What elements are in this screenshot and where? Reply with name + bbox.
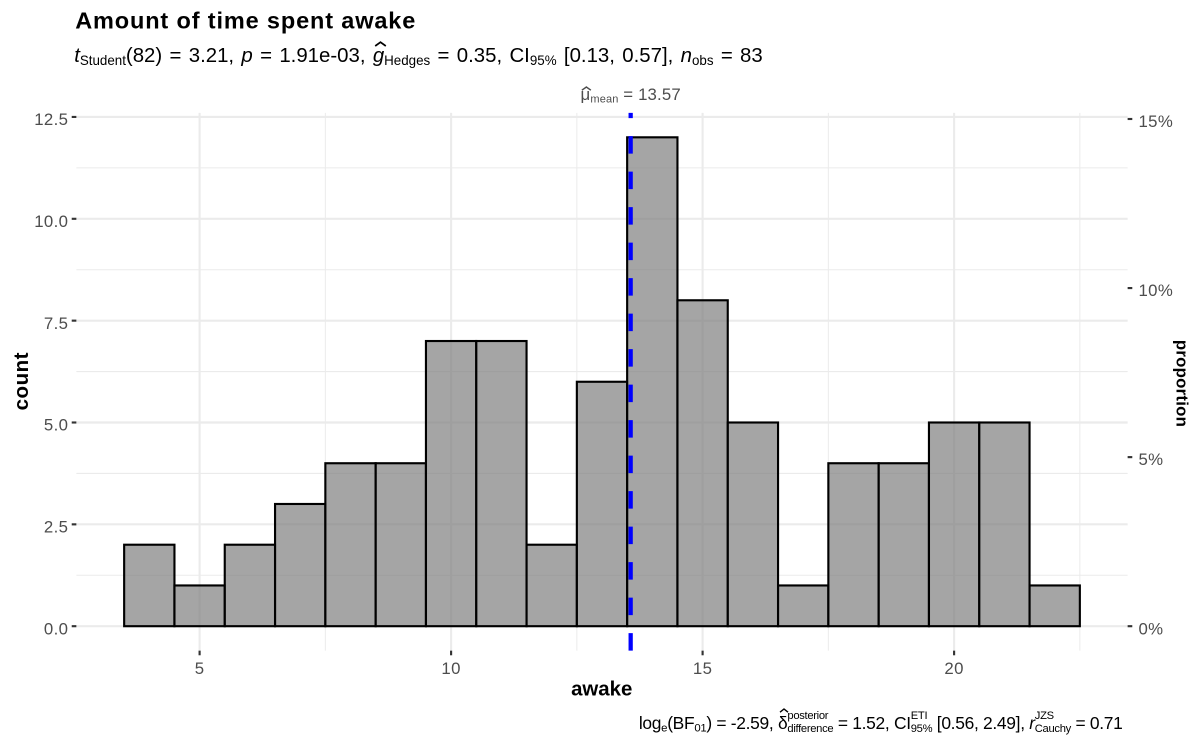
svg-text:5.0: 5.0: [44, 416, 68, 435]
svg-text:proportion: proportion: [1173, 340, 1192, 427]
svg-text:2.5: 2.5: [44, 517, 68, 536]
svg-text:12.5: 12.5: [34, 110, 68, 129]
svg-text:awake: awake: [571, 678, 632, 700]
svg-text:15%: 15%: [1139, 112, 1174, 131]
svg-text:Amount of time spent awake: Amount of time spent awake: [75, 8, 416, 34]
svg-text:10: 10: [441, 659, 460, 678]
svg-text:0%: 0%: [1139, 619, 1164, 638]
svg-text:10%: 10%: [1139, 281, 1174, 300]
svg-text:15: 15: [693, 659, 712, 678]
svg-text:0.0: 0.0: [44, 619, 68, 638]
svg-text:5: 5: [195, 659, 205, 678]
svg-text:7.5: 7.5: [44, 314, 68, 333]
svg-text:10.0: 10.0: [34, 212, 68, 231]
svg-text:count: count: [10, 352, 33, 410]
svg-text:20: 20: [944, 659, 963, 678]
svg-text:5%: 5%: [1139, 450, 1164, 469]
